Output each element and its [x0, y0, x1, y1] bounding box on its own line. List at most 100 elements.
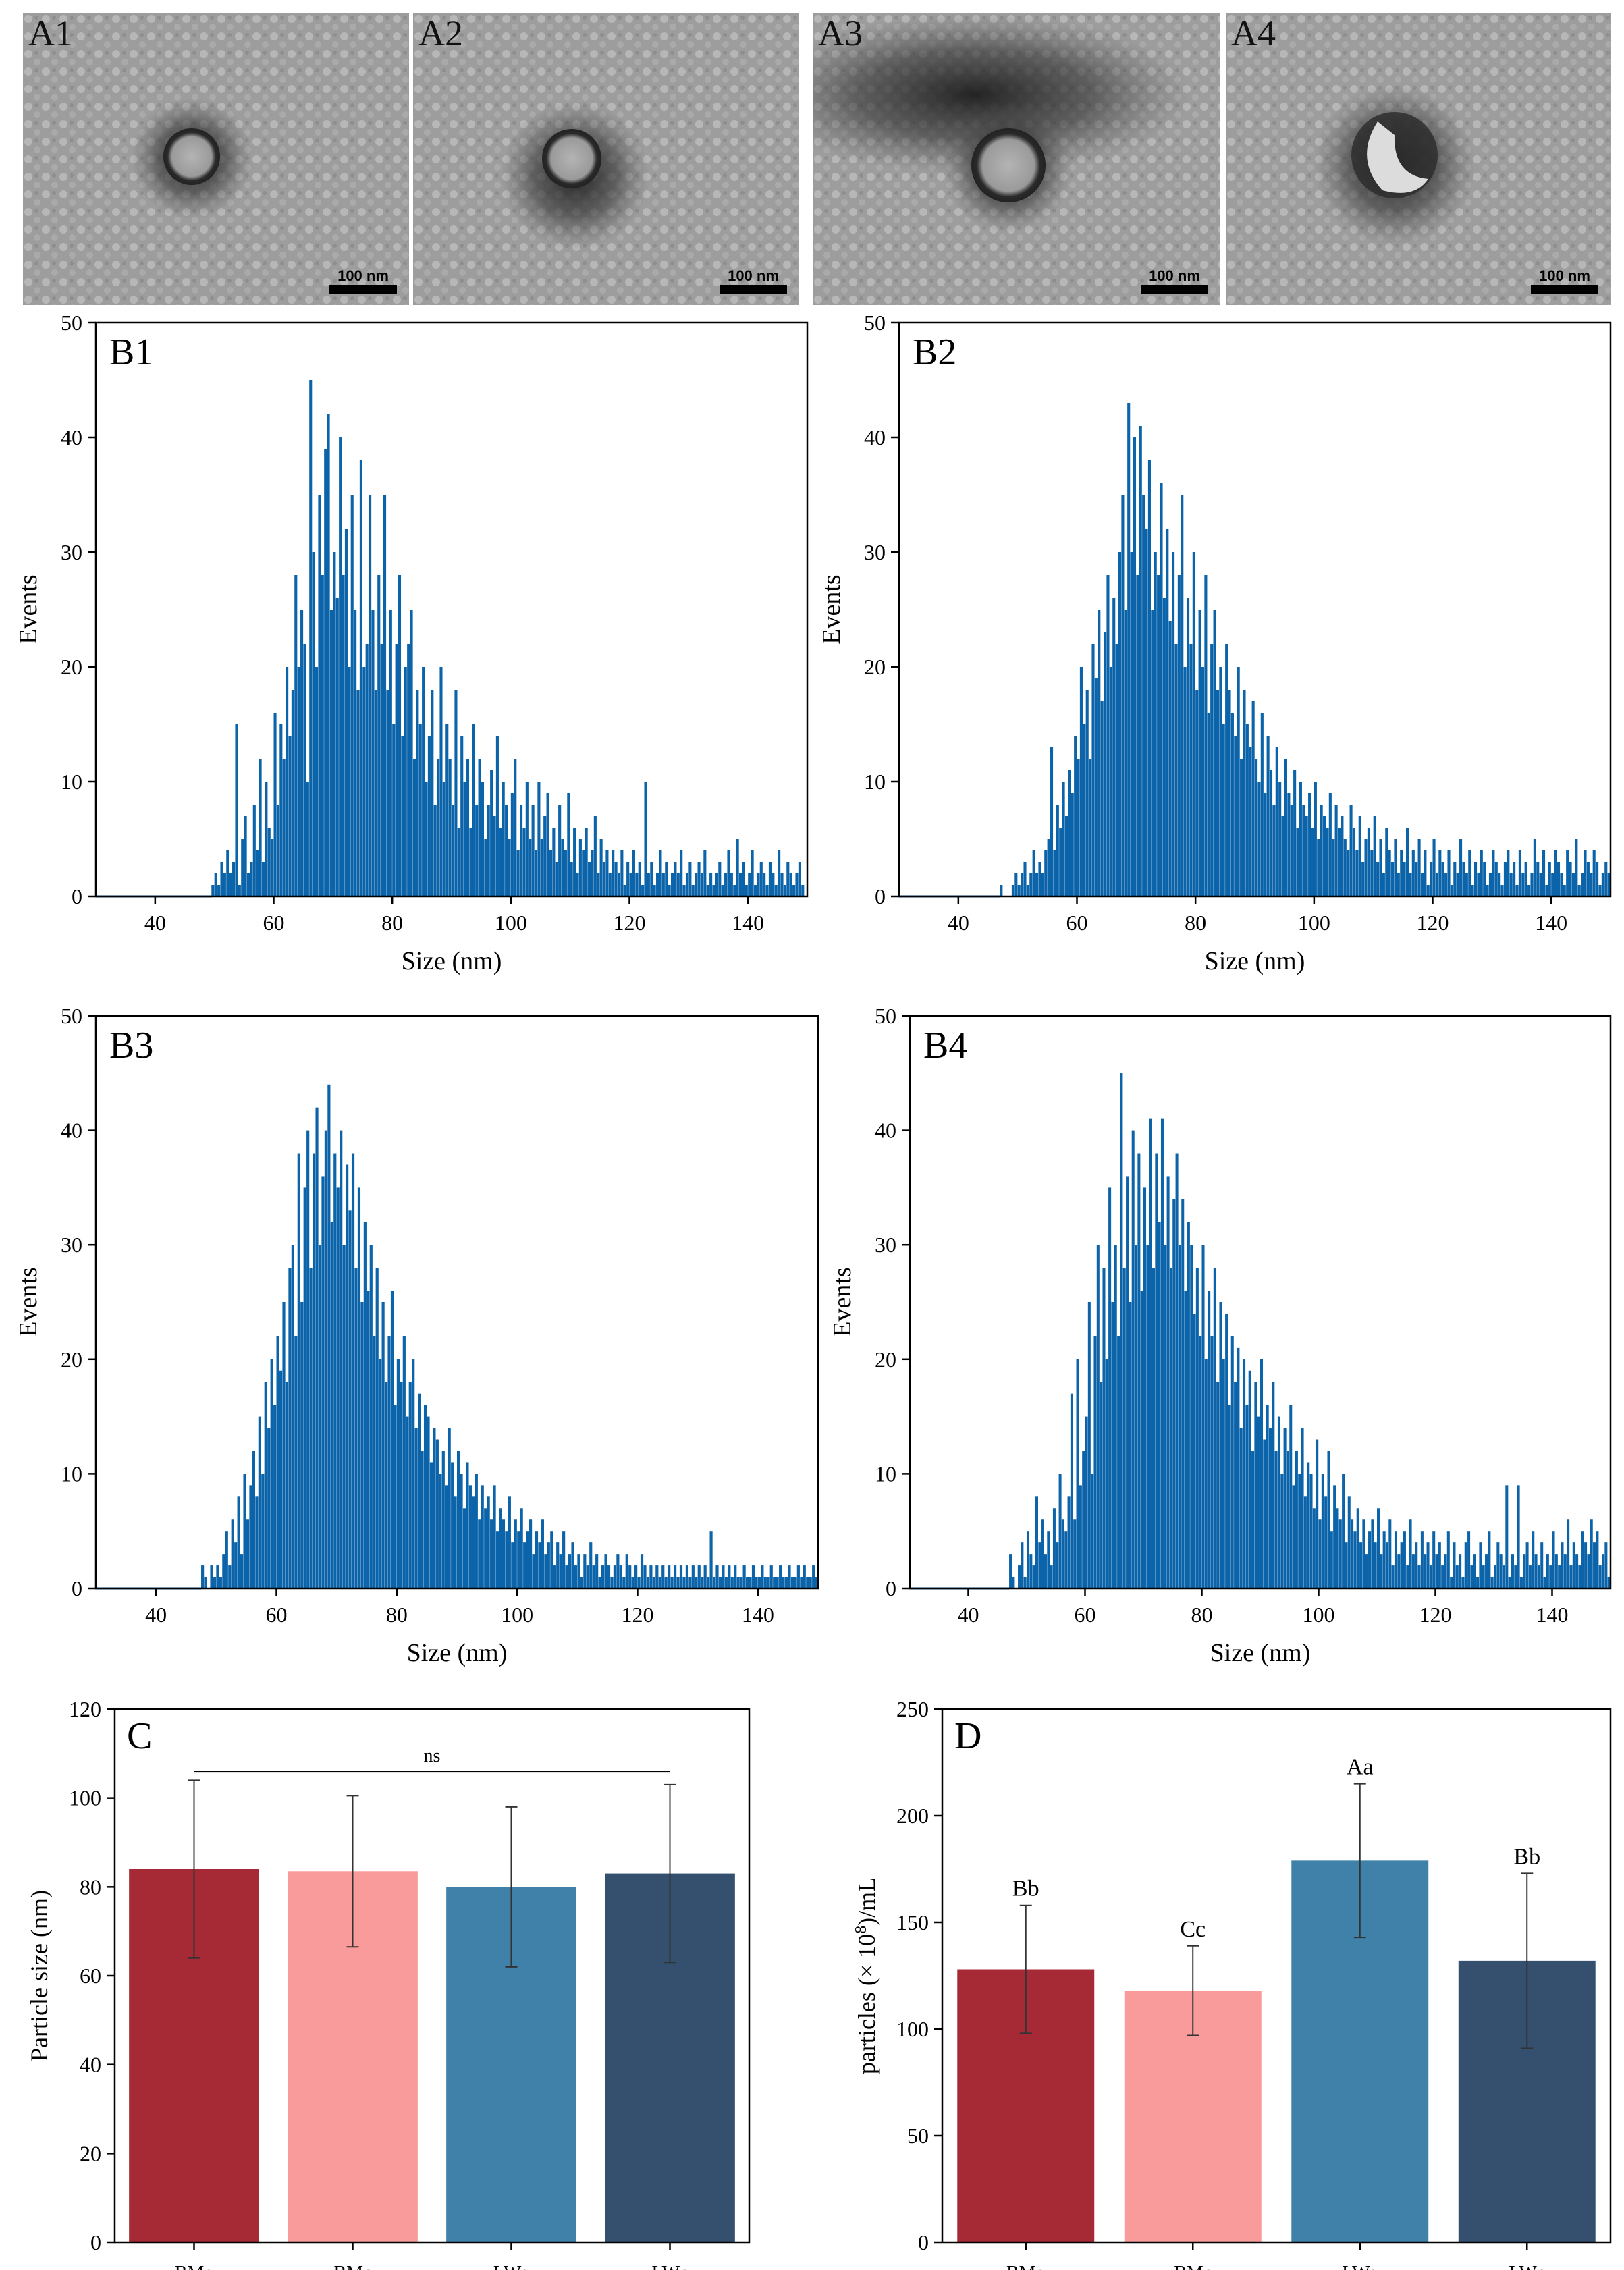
- histogram-bar: [661, 1565, 665, 1588]
- histogram-bar: [335, 598, 339, 896]
- histogram-bar: [1289, 1405, 1293, 1588]
- histogram-bar: [757, 1577, 761, 1588]
- histogram-bar: [264, 1382, 267, 1588]
- histogram-bar: [1488, 1531, 1491, 1588]
- histogram-bar: [1085, 1416, 1088, 1588]
- histogram-bar: [1513, 862, 1516, 896]
- histogram-bar: [1406, 1565, 1409, 1588]
- histogram-bar: [244, 816, 247, 896]
- histogram-bar: [1426, 885, 1430, 896]
- histogram-bar: [1228, 690, 1231, 896]
- histogram-bar: [1178, 1245, 1181, 1588]
- histogram-bar: [1581, 873, 1584, 896]
- plot-frame-b1: [94, 321, 809, 898]
- histogram-bar: [1056, 1542, 1059, 1588]
- histogram-bar: [385, 1382, 388, 1588]
- histogram-bar: [425, 782, 428, 896]
- histogram-bar: [1076, 1359, 1079, 1588]
- histogram-bar: [1266, 1405, 1269, 1588]
- histogram-bar: [1560, 873, 1563, 896]
- histogram-bar: [1537, 1565, 1540, 1588]
- histogram-bar: [1017, 885, 1021, 896]
- histogram-bar: [369, 1245, 373, 1588]
- histogram-bar: [1184, 1291, 1187, 1588]
- histogram-bar: [502, 1519, 506, 1588]
- histogram-bar: [288, 736, 292, 896]
- histogram-bar: [1243, 1359, 1246, 1588]
- histogram-bar: [508, 839, 511, 896]
- histogram-bar: [794, 1577, 797, 1588]
- histogram-bar: [313, 1153, 316, 1588]
- histogram-bar: [1465, 873, 1468, 896]
- histogram-bar: [772, 873, 775, 896]
- histogram-bar: [1052, 1508, 1056, 1588]
- histogram-bar: [439, 1474, 442, 1588]
- histogram-bar: [1424, 1554, 1427, 1588]
- histogram-bar: [1587, 1554, 1590, 1588]
- histogram-bar: [736, 1577, 740, 1588]
- histogram-bar: [614, 862, 618, 896]
- histogram-bar: [520, 1508, 523, 1588]
- histogram-bar: [1035, 1496, 1038, 1588]
- histogram-bar: [1192, 552, 1195, 896]
- histogram-bar: [429, 1462, 433, 1588]
- histogram-bar: [1160, 483, 1163, 896]
- histogram-bar: [285, 1382, 289, 1588]
- histogram-bar: [1208, 1291, 1211, 1588]
- tem-panel-a4: A4 100 nm: [1226, 13, 1611, 305]
- x-tick-label: 100: [1298, 911, 1330, 935]
- histogram-bar: [800, 1577, 803, 1588]
- histogram-bar: [525, 782, 529, 896]
- x-tick-label: 80: [1185, 911, 1206, 935]
- histogram-bar: [591, 850, 594, 896]
- histogram-bar: [1505, 1485, 1509, 1588]
- histogram-bar: [1476, 1577, 1480, 1588]
- histogram-bar: [1342, 1474, 1345, 1588]
- histogram-bar: [593, 816, 597, 896]
- panel-label-d: D: [954, 1715, 981, 1757]
- y-tick-label: 100: [896, 2017, 929, 2041]
- histogram-bar: [495, 736, 499, 896]
- histogram-bar: [1327, 1451, 1330, 1588]
- histogram-bar: [1266, 736, 1270, 896]
- histogram-bar: [1456, 873, 1459, 896]
- histogram-bar: [204, 1577, 207, 1588]
- histogram-bar: [466, 1462, 469, 1588]
- histogram-bar: [712, 1577, 716, 1588]
- histogram-bar: [1050, 747, 1054, 896]
- histogram-bar: [1561, 1542, 1564, 1588]
- histogram-bar: [1145, 529, 1148, 896]
- histogram-bar: [562, 1531, 566, 1588]
- histogram-bar: [571, 1542, 574, 1588]
- y-tick-label: 250: [896, 1697, 929, 1721]
- histogram-bar: [1225, 1313, 1228, 1588]
- histogram-bar: [466, 759, 470, 896]
- histogram-bar: [757, 873, 760, 896]
- histogram-bar: [567, 793, 570, 896]
- histogram-bar: [478, 1519, 481, 1588]
- x-tick-label: 120: [614, 911, 646, 935]
- histogram-bar: [1549, 1565, 1552, 1588]
- histogram-bar: [523, 1542, 526, 1588]
- y-tick-label: 0: [72, 1576, 82, 1600]
- histogram-bar: [1009, 1554, 1012, 1588]
- histogram-bar: [1309, 1474, 1313, 1588]
- panel-label-b3: B3: [109, 1025, 153, 1066]
- histogram-bar: [553, 1565, 556, 1588]
- histogram-bar: [782, 1577, 785, 1588]
- histogram-bar: [535, 1531, 539, 1588]
- histogram-bar: [374, 690, 377, 896]
- histogram-bar: [220, 862, 223, 896]
- histogram-bar: [649, 1565, 653, 1588]
- histogram-bar: [1453, 862, 1457, 896]
- histogram-bar: [586, 1565, 589, 1588]
- histogram-bar: [493, 816, 496, 896]
- histogram-bar: [505, 1531, 508, 1588]
- histogram-bar: [252, 805, 256, 896]
- histogram-bar: [1581, 1531, 1584, 1588]
- y-tick-label: 20: [875, 1347, 896, 1372]
- histogram-bar: [1254, 1382, 1257, 1588]
- histogram-bar: [617, 873, 621, 896]
- histogram-bar: [1023, 1577, 1027, 1588]
- histogram-bar: [452, 805, 455, 896]
